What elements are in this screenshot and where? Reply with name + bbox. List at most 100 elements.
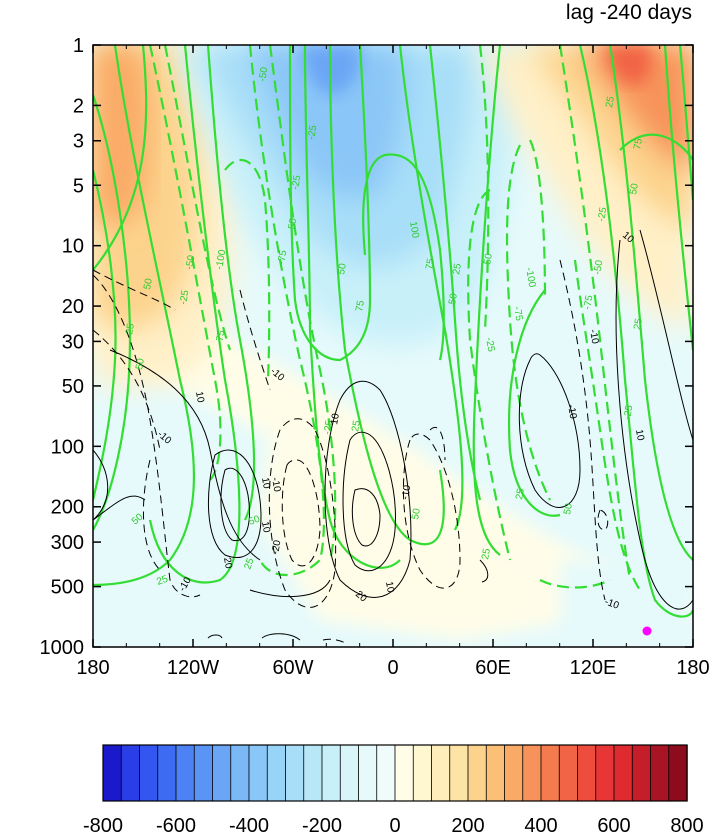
contour-label: -25 [290, 174, 303, 191]
green-contour-dashed [148, 45, 222, 481]
location-marker [642, 626, 652, 636]
colorbar-swatch [339, 744, 360, 802]
green-contour [288, 45, 372, 362]
black-contour [249, 579, 331, 598]
y-tick-label: 1000 [40, 637, 85, 659]
contour-label: 50 [247, 514, 262, 528]
colorbar-swatch [540, 744, 560, 802]
colorbar-tick-label: 400 [524, 815, 557, 837]
green-contour [578, 45, 693, 618]
black-contour [324, 380, 412, 598]
contour-label: 25 [155, 574, 170, 588]
contour-label: 50 [628, 182, 641, 195]
colorbar-tick-label: -600 [156, 815, 196, 837]
x-tick-label: 60W [272, 657, 313, 679]
contour-label: 10 [259, 477, 272, 490]
green-contour [93, 45, 148, 271]
contour-label: -50 [592, 259, 605, 276]
y-tick-label: 3 [73, 131, 84, 153]
y-tick-label: 100 [51, 436, 84, 458]
black-contour-dashed [93, 274, 201, 598]
contour-label: 10 [633, 429, 646, 442]
green-contour-dashed [573, 259, 641, 591]
black-contour [351, 488, 381, 547]
contour-label: 20 [221, 557, 234, 570]
green-contour-dashed [467, 189, 512, 561]
colorbar-swatch [193, 744, 214, 802]
contour-label: -10 [565, 404, 578, 421]
contour-label: -20 [270, 539, 283, 556]
green-contour [328, 45, 445, 546]
black-contour-dashed [93, 329, 161, 451]
contour-label: -10 [400, 484, 413, 501]
colorbar-swatch [303, 744, 323, 802]
y-tick-label: 5 [73, 175, 84, 197]
colorbar-swatch [431, 744, 451, 802]
y-tick-label: 50 [62, 376, 84, 398]
plot-area: -50 -25 -25 -50 -75 -100 -50 -25 -75 50 … [93, 45, 693, 647]
contour-label: -10 [603, 596, 621, 611]
black-contour-dashed [322, 638, 346, 644]
black-contour-dashed [559, 259, 606, 601]
contour-label: 25 [632, 317, 645, 330]
black-contour [109, 349, 261, 561]
green-contour-dashed [248, 45, 326, 576]
contour-label: 25 [480, 547, 493, 560]
green-contour [608, 45, 693, 561]
x-tick-label: 180 [76, 657, 109, 679]
contour-label: 50 [562, 502, 575, 515]
colorbar-swatch [285, 744, 305, 802]
y-tick-label: 200 [51, 497, 84, 519]
x-tick-label: 120W [167, 657, 219, 679]
contour-label: 100 [407, 221, 421, 240]
y-tick-label: 1 [73, 35, 84, 57]
colorbar-swatch [139, 744, 159, 802]
contour-label: -100 [214, 248, 228, 270]
contour-label: 25 [350, 419, 363, 432]
contour-label: -10 [587, 329, 600, 346]
black-contours [93, 229, 693, 641]
colorbar-tick-label: 200 [451, 815, 484, 837]
contour-label: 25 [604, 95, 617, 108]
contour-label: -50 [286, 217, 299, 234]
x-tick-label: 60E [475, 657, 511, 679]
black-contour [639, 229, 693, 441]
shaded-field [93, 45, 693, 647]
green-contour [472, 45, 502, 556]
contour-label: 75 [354, 299, 367, 312]
black-contour-dashed [281, 459, 321, 567]
y-tick-label: 10 [62, 236, 84, 258]
black-contour-dashed [597, 509, 609, 531]
green-contours-dashed [148, 45, 641, 591]
contour-label: 50 [336, 262, 349, 275]
shading-upper-left-3 [93, 45, 150, 225]
colorbar-tick-label: -200 [302, 815, 342, 837]
contour-label: -75 [511, 306, 524, 323]
shading-upper-right-3 [580, 45, 693, 170]
contour-label: 25 [514, 487, 527, 500]
colorbar-swatch [613, 744, 633, 802]
colorbar-swatch [102, 744, 122, 802]
contour-label: -100 [523, 267, 537, 289]
black-contour [479, 559, 489, 583]
colorbar-tick-label: 600 [597, 815, 630, 837]
green-contour [428, 45, 482, 501]
colorbar-swatch [230, 744, 250, 802]
green-contour [93, 45, 196, 587]
contour-label: 50 [482, 252, 495, 265]
green-contour-dashed [268, 45, 337, 561]
contour-label: -25 [622, 404, 635, 421]
colorbar-tick-label: 0 [389, 815, 400, 837]
colorbar-swatch [412, 744, 433, 802]
green-contour [507, 289, 561, 517]
black-contour [615, 239, 693, 610]
contour-label: 75 [424, 257, 437, 270]
green-contour-dashed [539, 579, 611, 589]
y-tick-label: 300 [51, 532, 84, 554]
colorbar-swatch [485, 744, 506, 802]
black-contour [342, 431, 396, 572]
black-contour [261, 633, 301, 641]
contour-label: -25 [306, 124, 319, 141]
contour-label: -75 [214, 329, 227, 346]
colorbar-frame [102, 744, 688, 802]
